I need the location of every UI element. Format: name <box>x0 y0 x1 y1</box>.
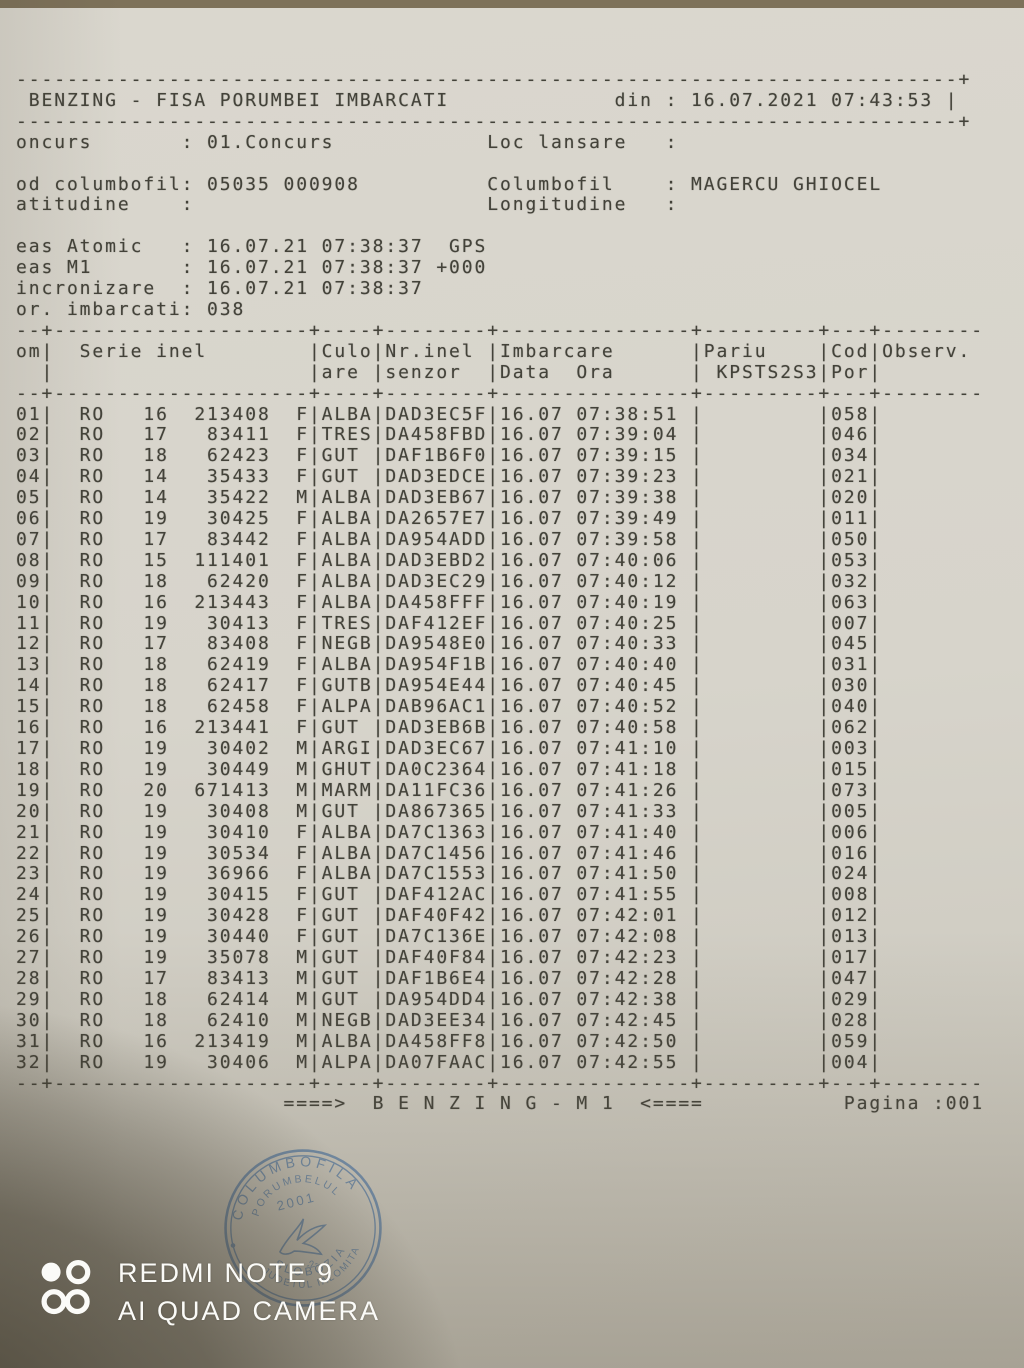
stamp-year-text: 2001 <box>275 1189 317 1213</box>
camera-watermark: REDMI NOTE 9 AI QUAD CAMERA <box>38 1258 380 1327</box>
stamp-dot <box>230 1243 236 1248</box>
camera-logo-icon <box>41 1259 91 1315</box>
watermark-line1: REDMI NOTE 9 <box>118 1258 335 1288</box>
stamp-bird-icon <box>274 1214 332 1264</box>
watermark-line2: AI QUAD CAMERA <box>118 1296 381 1326</box>
document-text: ----------------------------------------… <box>16 69 985 1115</box>
